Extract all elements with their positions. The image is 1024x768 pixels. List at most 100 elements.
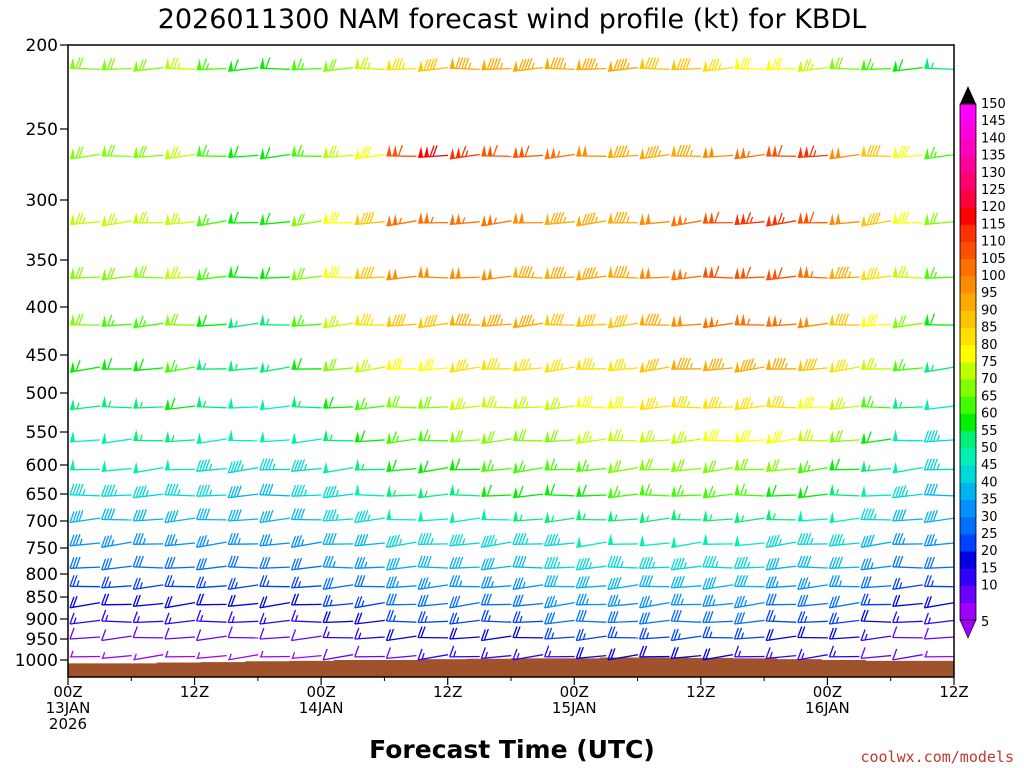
wind-barb	[607, 145, 638, 159]
wind-barb	[386, 508, 417, 521]
wind-barb	[797, 429, 828, 442]
colorbar-label: 5	[981, 615, 989, 630]
wind-barb	[702, 358, 733, 372]
wind-barb	[481, 144, 512, 157]
wind-barb	[480, 534, 512, 548]
wind-barb	[291, 58, 322, 71]
colorbar-swatch	[960, 224, 976, 242]
wind-barb	[860, 534, 892, 548]
wind-barb	[638, 595, 670, 609]
wind-barb	[322, 594, 354, 607]
wind-barb	[670, 646, 702, 660]
wind-barb	[829, 313, 860, 326]
wind-barb	[69, 596, 101, 609]
wind-barb	[607, 555, 638, 569]
wind-barb	[765, 557, 797, 571]
wind-barb	[892, 145, 923, 159]
wind-barb	[765, 576, 797, 589]
wind-barb	[607, 626, 638, 639]
colorbar-swatch	[960, 276, 976, 294]
wind-barb	[829, 430, 860, 443]
wind-barb	[639, 57, 670, 71]
y-tick-label: 300	[26, 191, 58, 211]
wind-barb	[69, 575, 101, 588]
wind-barb	[576, 395, 607, 409]
wind-barb	[765, 609, 797, 623]
wind-barb	[734, 511, 765, 524]
wind-barb	[923, 534, 955, 547]
wind-barb	[671, 395, 702, 409]
wind-barb	[639, 430, 670, 443]
wind-barb	[924, 313, 955, 326]
wind-barb	[101, 144, 132, 157]
wind-barb	[923, 556, 955, 569]
wind-barb	[133, 653, 164, 661]
y-tick-label: 450	[26, 346, 58, 366]
wind-barb	[418, 429, 449, 442]
y-tick-label: 500	[26, 384, 58, 404]
wind-barb	[797, 626, 828, 639]
y-tick-label: 850	[26, 588, 58, 608]
wind-barb	[733, 627, 765, 640]
wind-barb	[860, 593, 892, 606]
wind-barb	[227, 485, 259, 499]
wind-barb	[575, 628, 607, 642]
x-tick-label: 13JAN	[46, 699, 91, 717]
wind-barb	[923, 627, 955, 640]
wind-barb	[512, 396, 544, 409]
wind-barb	[259, 596, 290, 609]
y-tick-label: 750	[26, 539, 58, 559]
wind-barb	[829, 147, 860, 160]
wind-barb	[164, 146, 196, 160]
wind-barb	[417, 648, 449, 661]
wind-barb	[860, 576, 892, 589]
wind-barb	[924, 146, 955, 160]
wind-barb	[227, 611, 259, 624]
wind-barb	[290, 508, 322, 521]
wind-barb	[417, 611, 449, 624]
y-tick-label: 700	[26, 512, 58, 532]
wind-barb	[69, 146, 101, 160]
wind-barb	[797, 58, 828, 72]
wind-barb	[639, 313, 670, 326]
colorbar-swatch	[960, 362, 976, 380]
wind-barb	[512, 485, 544, 499]
wind-barb	[196, 314, 227, 327]
wind-barb	[417, 577, 449, 590]
colorbar-label: 70	[981, 372, 998, 387]
wind-barb	[69, 612, 101, 625]
wind-barb	[449, 313, 480, 326]
wind-barb	[101, 58, 132, 71]
wind-barb	[544, 430, 575, 443]
wind-barb	[133, 58, 164, 72]
wind-barb	[227, 509, 259, 522]
wind-barb	[671, 459, 702, 472]
wind-barb	[259, 458, 290, 471]
wind-barb	[133, 265, 164, 279]
wind-barb	[386, 57, 417, 71]
wind-barb	[512, 594, 544, 607]
colorbar-label: 50	[981, 441, 998, 456]
wind-barb	[290, 484, 322, 497]
wind-barb	[702, 594, 733, 607]
wind-barb	[449, 483, 480, 497]
wind-barb	[418, 510, 449, 522]
wind-barb	[638, 645, 670, 658]
wind-barb	[766, 357, 797, 370]
wind-barb	[829, 397, 860, 411]
wind-barb	[544, 612, 575, 625]
wind-barb	[449, 212, 480, 226]
colorbar-swatch	[960, 534, 976, 552]
colorbar-swatch	[960, 516, 976, 535]
wind-barb	[512, 265, 544, 279]
wind-barb	[385, 628, 417, 642]
colorbar-label: 80	[981, 338, 998, 353]
wind-barb	[449, 575, 480, 588]
wind-barb	[702, 58, 733, 72]
wind-barb	[512, 429, 544, 442]
wind-barb	[291, 314, 322, 327]
colorbar-label: 35	[981, 493, 998, 508]
wind-barb	[544, 627, 575, 640]
wind-barb	[291, 432, 322, 445]
